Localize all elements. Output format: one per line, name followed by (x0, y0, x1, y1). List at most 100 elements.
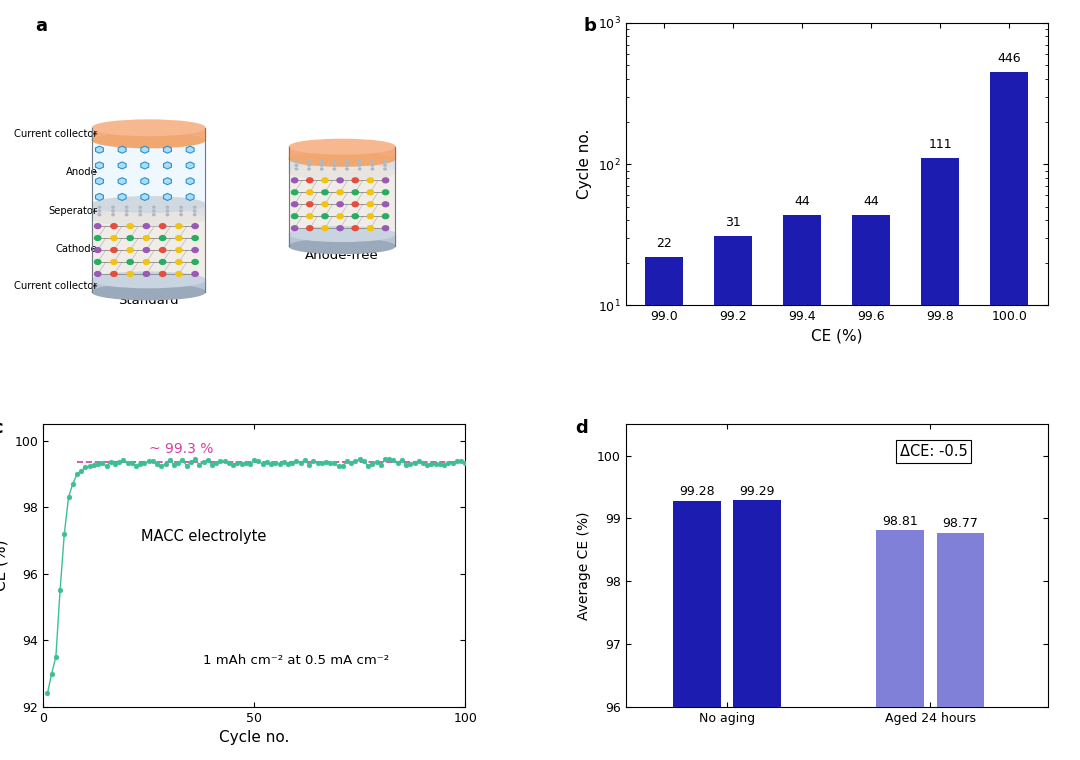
Circle shape (367, 178, 374, 182)
Text: 446: 446 (998, 52, 1022, 65)
Polygon shape (95, 146, 104, 154)
Circle shape (346, 164, 348, 166)
Circle shape (352, 202, 359, 207)
Circle shape (176, 223, 183, 229)
Circle shape (322, 202, 328, 207)
Circle shape (95, 260, 100, 264)
Text: MACC electrolyte: MACC electrolyte (140, 528, 267, 543)
Circle shape (352, 190, 359, 195)
Circle shape (383, 164, 387, 166)
Circle shape (307, 226, 313, 230)
Circle shape (372, 168, 374, 170)
Circle shape (333, 164, 336, 166)
Ellipse shape (289, 151, 395, 166)
Polygon shape (163, 178, 172, 185)
Text: Current collector: Current collector (14, 129, 97, 139)
Circle shape (367, 226, 374, 230)
Circle shape (160, 236, 166, 240)
Ellipse shape (289, 239, 395, 254)
Circle shape (192, 260, 199, 264)
Circle shape (152, 210, 156, 212)
Circle shape (125, 210, 127, 212)
Circle shape (95, 236, 100, 240)
Bar (783, 214, 821, 760)
Circle shape (144, 236, 149, 240)
Ellipse shape (289, 151, 395, 166)
Circle shape (333, 160, 336, 163)
Text: Anode-free: Anode-free (306, 249, 379, 262)
Ellipse shape (93, 272, 205, 287)
Polygon shape (186, 194, 194, 201)
X-axis label: Cycle no.: Cycle no. (219, 730, 289, 746)
Circle shape (322, 214, 328, 219)
Circle shape (359, 164, 361, 166)
Circle shape (192, 236, 199, 240)
Circle shape (359, 160, 361, 163)
Text: Cathode: Cathode (56, 244, 97, 254)
Circle shape (292, 178, 298, 182)
Text: 111: 111 (929, 138, 953, 150)
Ellipse shape (93, 120, 205, 135)
Circle shape (333, 168, 336, 170)
Circle shape (160, 271, 166, 277)
Circle shape (372, 164, 374, 166)
Circle shape (192, 271, 199, 277)
Y-axis label: Cycle no.: Cycle no. (578, 129, 592, 199)
Circle shape (337, 190, 343, 195)
Text: Current collector: Current collector (14, 281, 97, 291)
Polygon shape (140, 194, 149, 201)
Text: 1 mAh cm⁻² at 0.5 mA cm⁻²: 1 mAh cm⁻² at 0.5 mA cm⁻² (203, 654, 390, 667)
Text: Anode: Anode (66, 167, 97, 177)
Polygon shape (118, 162, 126, 169)
Polygon shape (95, 178, 104, 185)
Circle shape (337, 226, 343, 230)
Circle shape (337, 202, 343, 207)
Text: a: a (35, 17, 46, 35)
X-axis label: CE (%): CE (%) (811, 329, 862, 344)
Circle shape (112, 206, 114, 208)
Circle shape (180, 210, 183, 212)
Circle shape (166, 214, 168, 216)
Circle shape (359, 168, 361, 170)
Bar (645, 257, 683, 760)
Circle shape (180, 214, 183, 216)
Ellipse shape (93, 211, 205, 226)
Circle shape (125, 206, 127, 208)
Text: 44: 44 (863, 195, 879, 207)
Text: 99.28: 99.28 (679, 486, 715, 499)
Circle shape (295, 168, 298, 170)
Circle shape (176, 248, 183, 252)
Circle shape (292, 202, 298, 207)
Circle shape (192, 223, 199, 229)
Circle shape (346, 160, 348, 163)
Polygon shape (163, 162, 172, 169)
Circle shape (139, 206, 141, 208)
Circle shape (367, 190, 374, 195)
Circle shape (372, 160, 374, 163)
Circle shape (295, 160, 298, 163)
Ellipse shape (93, 132, 205, 147)
Circle shape (352, 226, 359, 230)
Text: 22: 22 (656, 237, 672, 250)
Ellipse shape (93, 197, 205, 212)
Polygon shape (186, 162, 194, 169)
Circle shape (382, 214, 389, 219)
Circle shape (112, 210, 114, 212)
Circle shape (193, 210, 195, 212)
Circle shape (383, 160, 387, 163)
Circle shape (139, 214, 141, 216)
Polygon shape (118, 146, 126, 154)
Circle shape (180, 206, 183, 208)
Bar (673, 501, 720, 760)
Circle shape (112, 214, 114, 216)
Circle shape (337, 214, 343, 219)
Circle shape (308, 160, 310, 163)
Circle shape (292, 226, 298, 230)
Circle shape (111, 223, 117, 229)
Circle shape (295, 164, 298, 166)
Circle shape (321, 168, 323, 170)
Circle shape (176, 271, 183, 277)
Bar (936, 533, 984, 760)
Circle shape (352, 214, 359, 219)
Circle shape (127, 223, 133, 229)
